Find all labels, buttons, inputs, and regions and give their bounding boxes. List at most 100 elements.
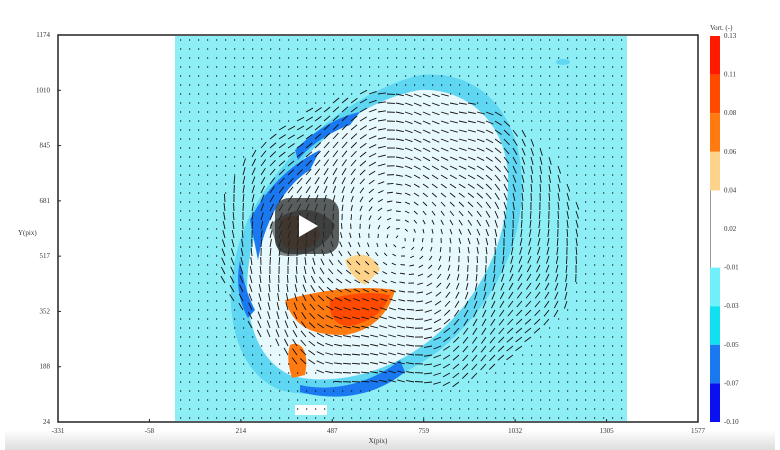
velocity-vector	[241, 229, 244, 239]
velocity-vector	[494, 120, 503, 126]
velocity-vector	[467, 111, 476, 114]
velocity-vector	[474, 282, 478, 291]
velocity-vector	[358, 232, 361, 239]
velocity-vector	[462, 336, 469, 344]
velocity-vector	[452, 354, 460, 361]
velocity-vector	[467, 120, 476, 124]
velocity-vector	[413, 228, 416, 233]
velocity-vector	[310, 284, 316, 293]
velocity-vector	[368, 188, 375, 194]
velocity-vector	[305, 107, 314, 113]
velocity-vector	[556, 246, 559, 255]
velocity-vector	[395, 174, 403, 177]
velocity-vector	[325, 324, 334, 329]
velocity-vector	[449, 120, 458, 124]
velocity-vector	[284, 329, 289, 338]
velocity-vector	[368, 126, 377, 131]
velocity-vector	[539, 174, 542, 183]
velocity-vector	[250, 257, 253, 266]
velocity-vector	[501, 264, 505, 273]
velocity-vector	[368, 108, 377, 113]
velocity-vector	[458, 210, 464, 217]
velocity-vector	[419, 255, 424, 260]
colorbar-label: -0.10	[724, 418, 739, 426]
velocity-vector	[368, 99, 377, 104]
velocity-vector	[534, 300, 541, 308]
velocity-vector	[308, 322, 316, 329]
velocity-vector	[379, 307, 388, 311]
velocity-vector	[443, 345, 451, 351]
velocity-vector	[413, 237, 415, 242]
velocity-vector	[325, 343, 334, 347]
velocity-vector	[515, 327, 523, 334]
velocity-vector	[343, 335, 352, 338]
velocity-vector	[515, 336, 523, 343]
x-tick-label: 759	[418, 427, 429, 435]
velocity-vector	[433, 318, 442, 324]
velocity-vector	[305, 177, 312, 185]
velocity-vector	[251, 220, 254, 230]
velocity-vector	[485, 111, 494, 116]
velocity-vector	[489, 354, 496, 362]
play-button[interactable]	[275, 198, 339, 254]
velocity-vector	[318, 276, 325, 284]
y-tick-label: 352	[40, 307, 51, 315]
y-tick-label: 1010	[36, 86, 51, 94]
velocity-vector	[449, 228, 453, 235]
velocity-vector	[484, 273, 487, 282]
velocity-vector	[260, 212, 264, 221]
velocity-vector	[391, 262, 397, 266]
x-tick-label: 487	[327, 427, 338, 435]
video-control-bar[interactable]	[5, 430, 775, 450]
velocity-vector	[300, 348, 307, 356]
velocity-vector	[368, 179, 375, 185]
x-tick-label: -331	[52, 427, 65, 435]
velocity-vector	[341, 132, 348, 140]
velocity-vector	[533, 327, 541, 334]
velocity-vector	[352, 307, 361, 311]
velocity-vector	[350, 195, 354, 203]
velocity-vector	[332, 124, 339, 131]
velocity-vector	[336, 269, 343, 275]
velocity-vector	[443, 327, 451, 334]
velocity-vector	[305, 116, 314, 122]
velocity-vector	[223, 212, 226, 221]
velocity-vector	[565, 264, 568, 273]
velocity-vector	[475, 273, 478, 282]
velocity-vector	[544, 300, 550, 308]
velocity-vector	[458, 219, 463, 226]
velocity-vector	[462, 354, 469, 362]
velocity-vector	[443, 309, 451, 316]
velocity-vector	[503, 174, 509, 183]
velocity-vector	[467, 174, 476, 180]
velocity-vector	[406, 380, 415, 383]
velocity-vector	[395, 129, 404, 133]
velocity-vector	[528, 228, 532, 237]
velocity-vector	[467, 102, 476, 105]
velocity-vector	[427, 273, 433, 278]
velocity-vector	[300, 330, 307, 338]
velocity-vector	[440, 228, 443, 235]
velocity-vector	[314, 107, 322, 113]
velocity-vector	[348, 241, 352, 248]
velocity-vector	[389, 289, 397, 293]
velocity-vector	[361, 325, 370, 329]
velocity-vector	[278, 125, 287, 131]
velocity-vector	[258, 284, 262, 293]
velocity-vector	[476, 192, 484, 199]
velocity-vector	[317, 313, 325, 320]
velocity-vector	[251, 194, 255, 203]
velocity-vector	[359, 125, 367, 131]
velocity-vector	[343, 316, 352, 320]
velocity-vector	[494, 138, 502, 145]
velocity-vector	[287, 256, 290, 266]
velocity-vector	[388, 325, 397, 329]
velocity-vector	[349, 232, 352, 239]
velocity-vector	[404, 120, 413, 125]
velocity-vector	[502, 246, 505, 256]
velocity-vector	[438, 255, 442, 262]
velocity-vector	[388, 379, 397, 383]
velocity-vector	[548, 165, 552, 174]
velocity-vector	[267, 293, 271, 302]
